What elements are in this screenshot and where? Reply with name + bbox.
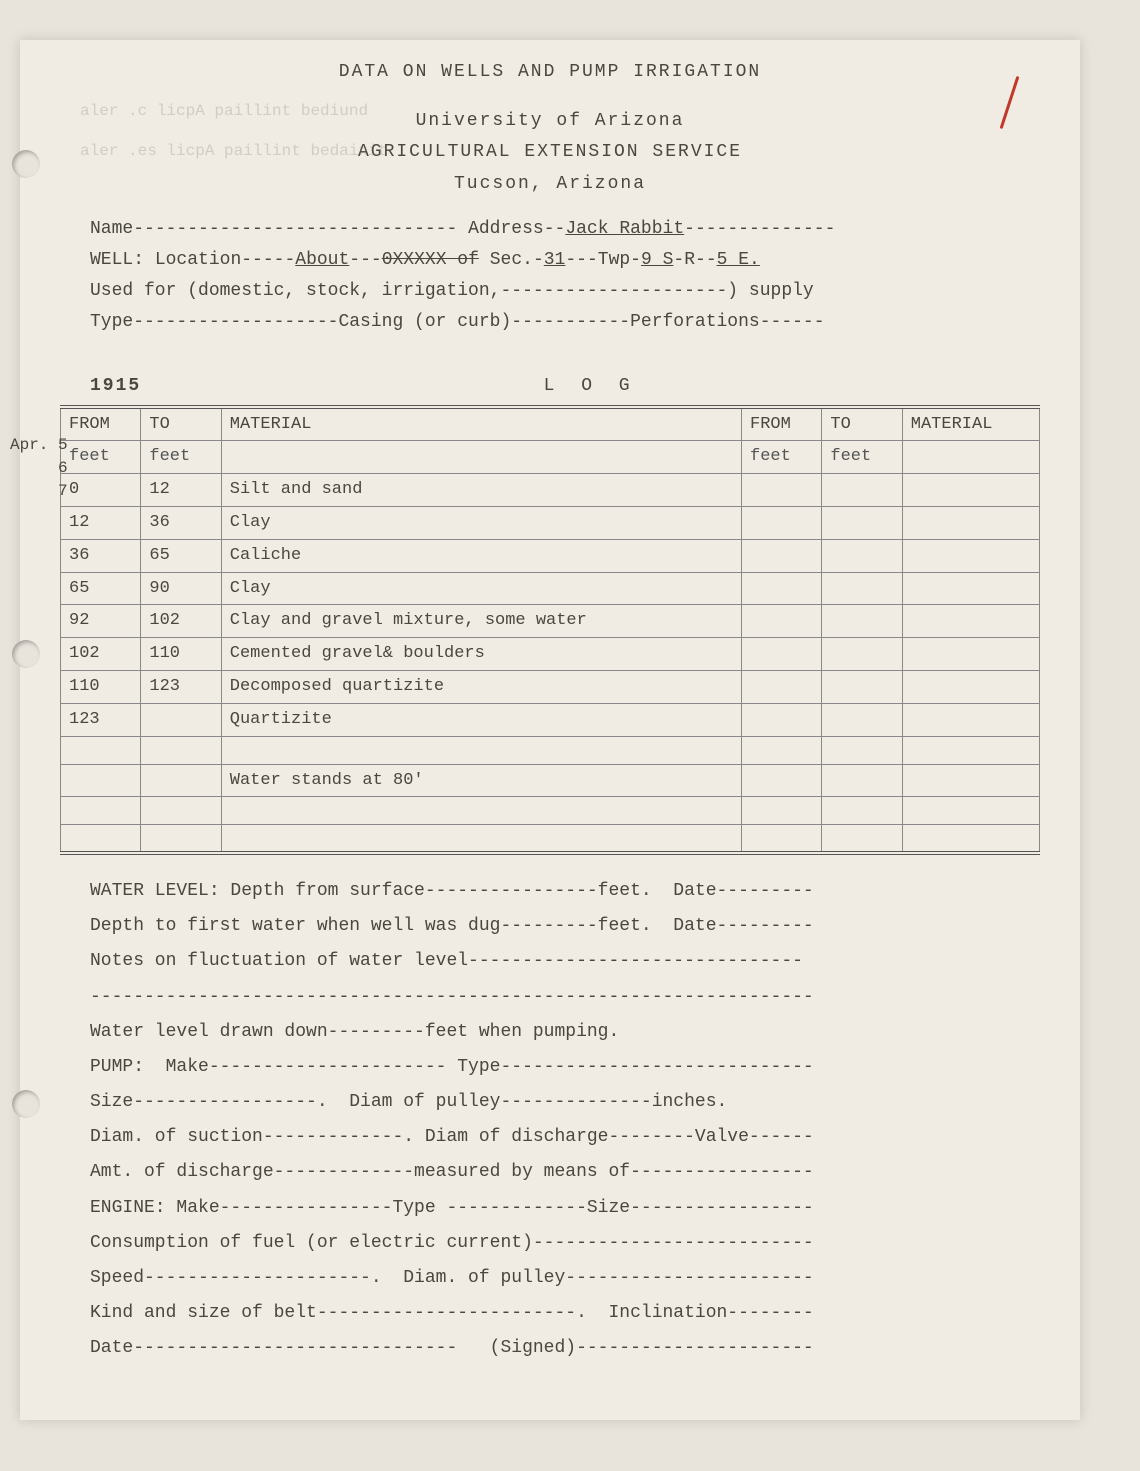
table-row: 3665Caliche: [61, 539, 1040, 572]
pump-line: PUMP: Make---------------------- Type---…: [90, 1055, 1040, 1080]
table-row: 1236Clay: [61, 507, 1040, 540]
table-row: 012Silt and sand: [61, 474, 1040, 507]
col-from-1: FROM: [61, 407, 141, 441]
name-address-line: Name------------------------------ Addre…: [90, 217, 1040, 242]
fuel-line: Consumption of fuel (or electric current…: [90, 1231, 1040, 1256]
location-value: About: [295, 250, 349, 270]
water-note-row: Water stands at 80': [61, 764, 1040, 797]
ghost-bleed: aler .es licpA paillint bedainit: [80, 140, 387, 162]
col-to-1: TO: [141, 407, 221, 441]
col-material-1: MATERIAL: [221, 407, 741, 441]
table-row: 102110Cemented gravel& boulders: [61, 638, 1040, 671]
col-to-2: TO: [822, 407, 902, 441]
water-note: Water stands at 80': [221, 764, 741, 797]
log-table: FROM TO MATERIAL FROM TO MATERIAL feet f…: [60, 405, 1040, 855]
lower-form: WATER LEVEL: Depth from surface---------…: [90, 879, 1040, 1362]
punch-hole: [12, 640, 40, 668]
used-for-line: Used for (domestic, stock, irrigation,--…: [90, 279, 1040, 304]
form-top: Name------------------------------ Addre…: [90, 217, 1040, 336]
table-row: 110123Decomposed quartizite: [61, 671, 1040, 704]
address-value: Jack Rabbit: [565, 219, 684, 239]
speed-line: Speed---------------------. Diam. of pul…: [90, 1266, 1040, 1291]
log-heading: L O G: [141, 374, 1040, 399]
margin-dates: Apr. 5 6 7: [10, 434, 68, 504]
fluctuation-cont: ----------------------------------------…: [90, 985, 1040, 1010]
drawdown-line: Water level drawn down---------feet when…: [90, 1020, 1040, 1045]
table-row: 123Quartizite: [61, 703, 1040, 736]
col-material-2: MATERIAL: [902, 407, 1039, 441]
engine-line: ENGINE: Make----------------Type -------…: [90, 1196, 1040, 1221]
suction-line: Diam. of suction-------------. Diam of d…: [90, 1125, 1040, 1150]
discharge-line: Amt. of discharge-------------measured b…: [90, 1160, 1040, 1185]
size-line: Size-----------------. Diam of pulley---…: [90, 1090, 1040, 1115]
date-signed-line: Date------------------------------ (Sign…: [90, 1336, 1040, 1361]
red-mark: [990, 75, 1030, 135]
year-label: 1915: [90, 374, 141, 399]
main-title: DATA ON WELLS AND PUMP IRRIGATION: [60, 60, 1040, 85]
well-location-line: WELL: Location-----About---0XXXXX of Sec…: [90, 248, 1040, 273]
col-from-2: FROM: [742, 407, 822, 441]
belt-line: Kind and size of belt-------------------…: [90, 1301, 1040, 1326]
fluctuation-line: Notes on fluctuation of water level-----…: [90, 949, 1040, 974]
header-block: DATA ON WELLS AND PUMP IRRIGATION Univer…: [60, 60, 1040, 197]
table-row: 6590Clay: [61, 572, 1040, 605]
water-level-line: WATER LEVEL: Depth from surface---------…: [90, 879, 1040, 904]
type-line: Type-------------------Casing (or curb)-…: [90, 310, 1040, 335]
table-header-row: FROM TO MATERIAL FROM TO MATERIAL: [61, 407, 1040, 441]
table-row: [61, 825, 1040, 853]
ghost-bleed: aler .c licpA paillint bediund: [80, 100, 368, 122]
first-water-line: Depth to first water when well was dug--…: [90, 914, 1040, 939]
table-row: [61, 797, 1040, 825]
table-subheader-row: feet feet feet feet: [61, 441, 1040, 474]
document-page: aler .c licpA paillint bediund aler .es …: [20, 40, 1080, 1420]
city-line: Tucson, Arizona: [60, 172, 1040, 197]
punch-hole: [12, 150, 40, 178]
punch-hole: [12, 1090, 40, 1118]
table-row: 92102Clay and gravel mixture, some water: [61, 605, 1040, 638]
table-row: [61, 736, 1040, 764]
